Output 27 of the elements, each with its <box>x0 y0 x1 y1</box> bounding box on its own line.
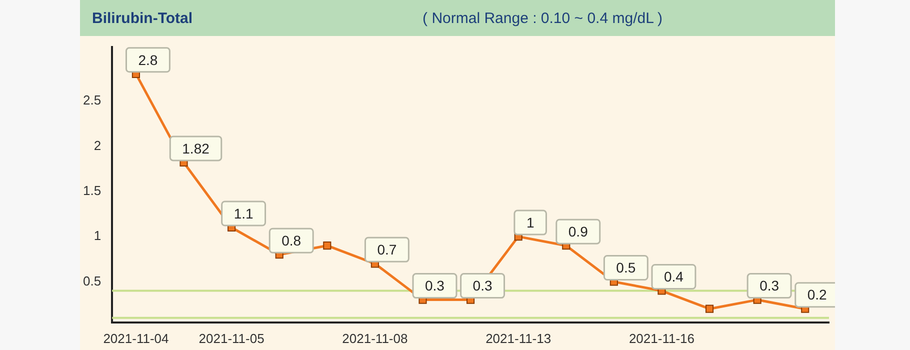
data-label: 0.3 <box>760 278 780 294</box>
chart-title: Bilirubin-Total <box>92 10 193 26</box>
x-tick-label: 2021-11-08 <box>342 330 408 346</box>
x-tick-label: 2021-11-05 <box>198 330 264 346</box>
y-tick-label: 2.5 <box>82 92 102 108</box>
y-tick-label: 2 <box>94 138 102 153</box>
y-tick-label: 0.5 <box>82 273 102 288</box>
y-tick-label: 1.5 <box>82 182 102 198</box>
data-label: 2.8 <box>138 52 158 68</box>
data-label: 0.3 <box>425 278 445 294</box>
data-label: 0.4 <box>664 268 684 285</box>
data-label: 0.7 <box>377 242 397 258</box>
point <box>705 304 714 313</box>
point <box>323 242 332 250</box>
data-label: 0.2 <box>807 286 828 303</box>
data-label: 0.9 <box>568 223 588 240</box>
y-tick-label: 1 <box>94 228 102 244</box>
x-tick-label: 2021-11-13 <box>486 330 552 346</box>
data-label: 1.1 <box>234 205 254 222</box>
chart-subtitle: ( Normal Range : 0.10 ~ 0.4 mg/dL ) <box>422 10 663 26</box>
data-label: 0.3 <box>472 278 492 294</box>
x-tick-label: 2021-11-16 <box>628 330 694 346</box>
data-label: 1.82 <box>182 140 210 156</box>
data-label: 0.5 <box>616 260 636 276</box>
x-tick-label: 2021-11-04 <box>103 330 169 346</box>
data-label: 1 <box>526 214 534 230</box>
data-label: 0.8 <box>282 232 302 248</box>
